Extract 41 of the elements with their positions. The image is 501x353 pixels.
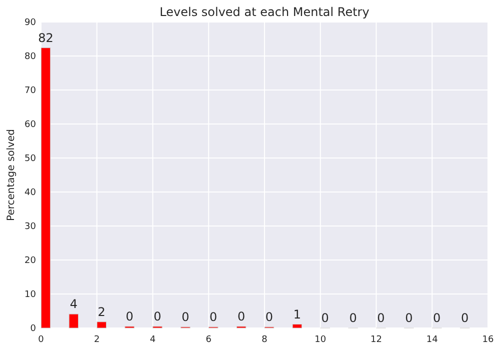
y-tick-label: 0	[30, 324, 36, 334]
y-axis-title: Percentage solved	[6, 129, 17, 221]
y-tick-label: 70	[24, 86, 36, 96]
x-tick-label: 14	[426, 335, 438, 345]
data-label: 0	[265, 310, 274, 324]
y-tick-label: 60	[24, 120, 36, 130]
x-tick-label: 4	[150, 335, 156, 345]
data-label: 0	[126, 309, 134, 324]
chart-title: Levels solved at each Mental Retry	[160, 5, 370, 19]
x-tick-label: 10	[314, 335, 326, 345]
x-tick-label: 2	[94, 335, 100, 345]
data-label: 0	[377, 311, 385, 325]
data-label: 2	[98, 304, 106, 319]
y-tick-label: 10	[24, 290, 36, 300]
data-label: 4	[70, 297, 78, 312]
data-label: 0	[405, 311, 413, 325]
bar	[292, 324, 302, 328]
data-label: 0	[433, 311, 441, 325]
data-label: 1	[293, 307, 302, 322]
y-tick-label: 80	[24, 52, 36, 62]
data-label: 0	[460, 311, 469, 325]
y-tick-label: 20	[24, 256, 36, 266]
y-tick-label: 90	[24, 18, 36, 28]
y-tick-label: 40	[24, 188, 36, 198]
y-tick-label: 50	[24, 154, 36, 164]
x-tick-label: 16	[482, 335, 494, 345]
data-label: 0	[321, 311, 329, 325]
x-tick-label: 6	[206, 335, 212, 345]
data-label: 0	[237, 309, 246, 324]
data-label: 0	[349, 311, 357, 325]
data-label: 0	[210, 310, 218, 324]
bar	[40, 48, 51, 328]
bar	[68, 314, 79, 328]
x-tick-label: 8	[262, 335, 268, 345]
bar	[96, 322, 106, 328]
data-label: 0	[182, 310, 190, 324]
x-tick-label: 0	[38, 335, 44, 345]
data-label: 0	[154, 309, 162, 324]
y-tick-label: 30	[24, 222, 36, 232]
x-tick-label: 12	[370, 335, 382, 345]
data-label: 82	[38, 30, 54, 45]
